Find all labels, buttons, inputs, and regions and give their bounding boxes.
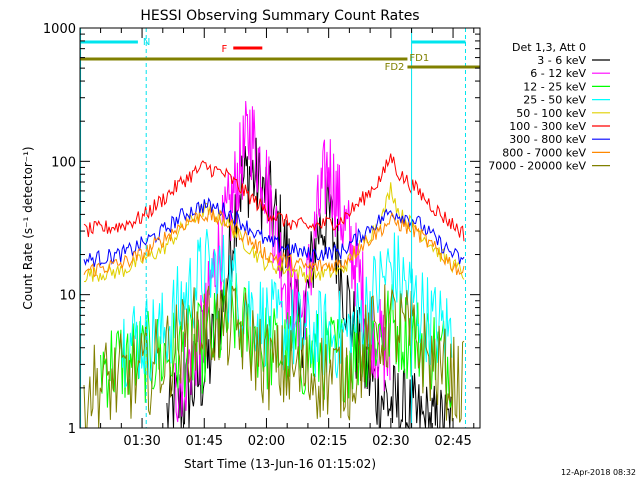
flare-label: F bbox=[222, 44, 228, 55]
y-tick-label: 10 bbox=[59, 289, 76, 304]
legend-label: 25 - 50 keV bbox=[523, 94, 586, 107]
x-tick-label: 02:00 bbox=[248, 434, 285, 449]
series-line bbox=[83, 153, 465, 242]
x-tick-label: 01:45 bbox=[186, 434, 223, 449]
series-line bbox=[83, 206, 465, 278]
chart-title: HESSI Observing Summary Count Rates bbox=[140, 8, 419, 24]
series-line bbox=[83, 197, 465, 267]
y-tick-label: 1 bbox=[68, 422, 76, 437]
legend-label: 100 - 300 keV bbox=[509, 120, 586, 133]
y-axis-label: Count Rate (s⁻¹ detector⁻¹) bbox=[21, 146, 35, 309]
footer-timestamp: 12-Apr-2018 08:32 bbox=[561, 468, 636, 477]
plot-frame bbox=[79, 27, 481, 429]
legend-label: 800 - 7000 keV bbox=[502, 146, 586, 159]
fd2-label: FD2 bbox=[385, 62, 405, 73]
legend-label: 3 - 6 keV bbox=[537, 54, 586, 67]
axes-layer: 01:30 01:45 02:00 02:15 02:30 02:45 1 10 100 1000 bbox=[43, 22, 480, 449]
x-tick-label: 01:30 bbox=[123, 434, 160, 449]
legend-label: 6 - 12 keV bbox=[530, 67, 586, 80]
legend-label: 12 - 25 keV bbox=[523, 80, 586, 93]
legend-label: 50 - 100 keV bbox=[516, 107, 586, 120]
series-line bbox=[120, 228, 453, 389]
y-tick-label: 1000 bbox=[43, 22, 76, 37]
y-tick-label: 100 bbox=[51, 155, 76, 170]
legend-title: Det 1,3, Att 0 bbox=[512, 41, 586, 54]
series-layer bbox=[83, 100, 465, 430]
x-tick-label: 02:45 bbox=[434, 434, 471, 449]
series-line bbox=[83, 278, 465, 429]
night-label: N bbox=[143, 37, 150, 48]
x-tick-label: 02:15 bbox=[310, 434, 347, 449]
legend-label: 300 - 800 keV bbox=[509, 133, 586, 146]
annotations-layer: N F FD1 FD2 bbox=[80, 28, 480, 428]
x-tick-label: 02:30 bbox=[372, 434, 409, 449]
legend-label: 7000 - 20000 keV bbox=[488, 160, 586, 173]
fd1-label: FD1 bbox=[409, 53, 429, 64]
x-axis-label: Start Time (13-Jun-16 01:15:02) bbox=[184, 457, 376, 471]
